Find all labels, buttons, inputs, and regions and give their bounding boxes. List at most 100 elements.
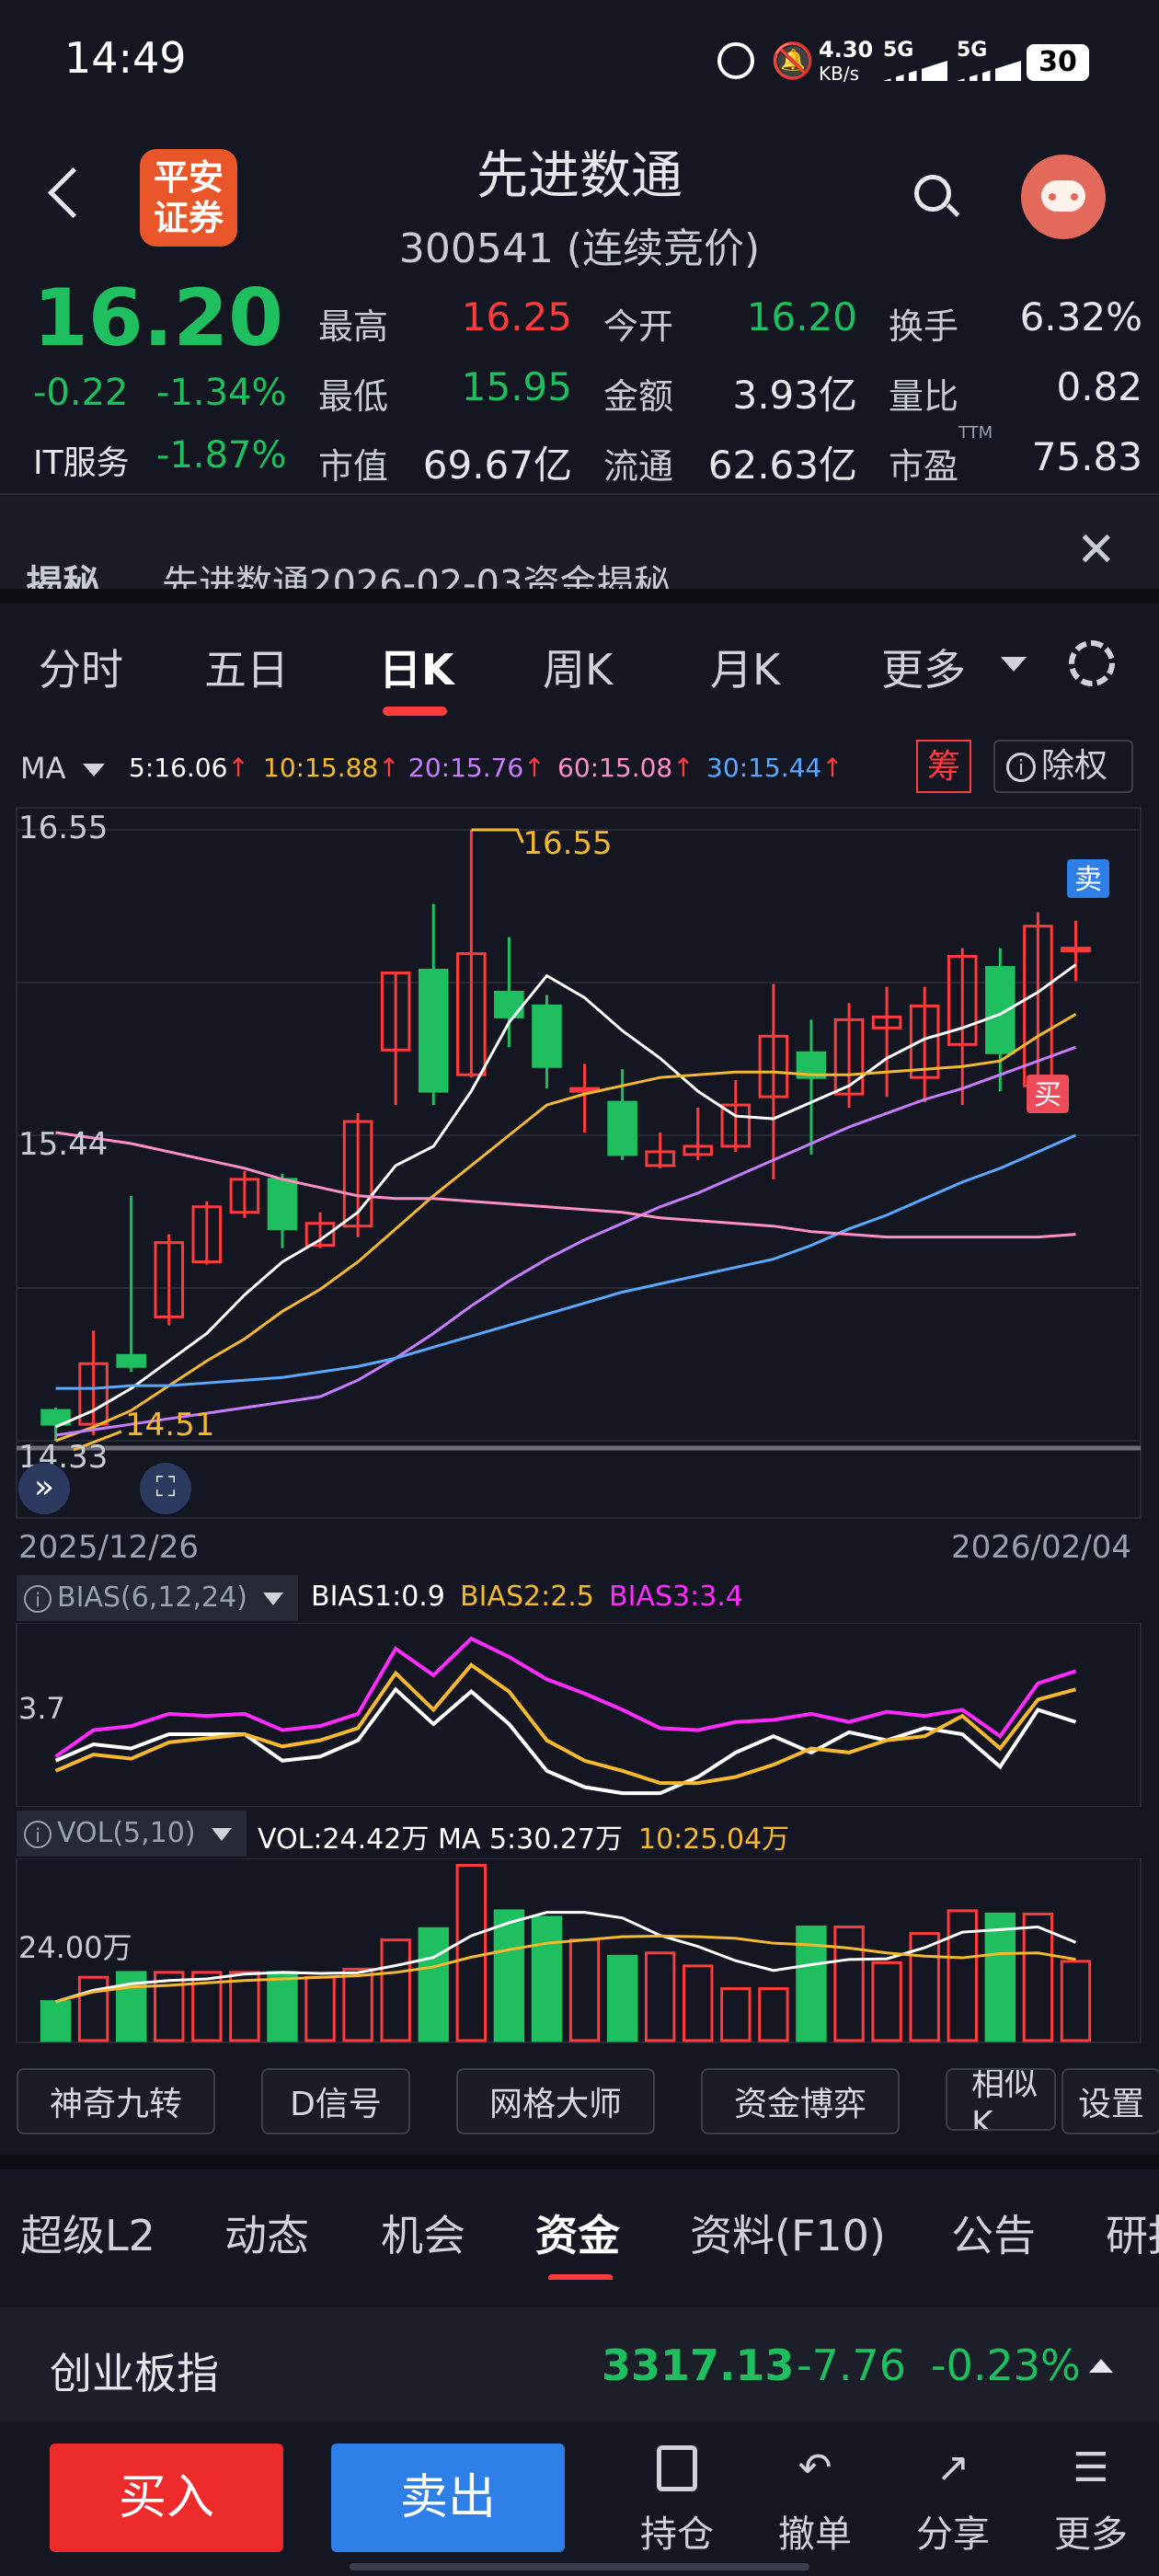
tab-five-day[interactable]: 五日 — [204, 645, 289, 695]
last-price: 16.20 — [33, 272, 284, 364]
tab-monthly-k[interactable]: 月K — [710, 645, 781, 695]
volume-bar — [77, 1975, 109, 2042]
volume-bar — [833, 1926, 865, 2042]
kline-chart[interactable]: 16.55 14.51 卖买 — [0, 806, 1159, 1533]
ma-selector[interactable]: MA — [20, 751, 105, 786]
adjust-button[interactable]: i 除权 — [993, 740, 1133, 793]
share-button[interactable]: ↗ 分享 — [907, 2445, 999, 2565]
chip-button[interactable]: 筹 — [916, 740, 971, 793]
amount-value: 3.93亿 — [732, 373, 857, 418]
status-time: 14:49 — [64, 33, 187, 83]
sell-tag: 卖 — [1067, 859, 1109, 898]
tab-more[interactable]: 更多 — [881, 645, 966, 695]
open-value: 16.20 — [746, 294, 857, 339]
ma30-value: 30:15.44↑ — [706, 753, 843, 783]
cancel-order-label: 撤单 — [778, 2513, 852, 2556]
info-banner[interactable]: 揭秘 先进数通2026-02-03资金揭秘 ✕ — [0, 493, 1159, 605]
cancel-order-button[interactable]: ↶ 撤单 — [769, 2445, 861, 2565]
volume-bar — [229, 1971, 260, 2042]
search-icon[interactable] — [914, 175, 960, 221]
pe-label: 市盈 — [889, 446, 959, 487]
bias-line-BIAS3 — [54, 1636, 1077, 1758]
caret-down-icon — [212, 1827, 233, 1841]
chevron-up-icon[interactable] — [1089, 2359, 1113, 2373]
volume-bar — [947, 1909, 978, 2042]
vol-selector[interactable]: i VOL(5,10) — [17, 1811, 247, 1857]
fullscreen-icon[interactable]: ⛶ — [140, 1463, 191, 1514]
turnover-value: 6.32% — [1019, 294, 1142, 339]
svg-text:买: 买 — [1034, 1079, 1061, 1111]
buy-button[interactable]: 买入 — [50, 2444, 283, 2552]
float-value: 62.63亿 — [707, 443, 857, 488]
ma-line-30 — [55, 1133, 1077, 1390]
candle-body — [40, 1409, 71, 1426]
tool-button-grid-master[interactable]: 网格大师 — [456, 2068, 655, 2134]
more-label: 更多 — [1054, 2513, 1128, 2556]
tool-button-similar-k[interactable]: 相似K — [946, 2068, 1056, 2131]
info-tab-l2[interactable]: 超级L2 — [20, 2211, 155, 2260]
tab-weekly-k[interactable]: 周K — [543, 645, 614, 695]
open-label: 今开 — [603, 306, 674, 347]
tab-daily-k[interactable]: 日K — [379, 645, 454, 695]
tab-intraday[interactable]: 分时 — [39, 645, 123, 695]
candle-body — [78, 1362, 109, 1426]
chart-frame — [16, 807, 1142, 1519]
candle-body — [304, 1222, 336, 1248]
info-icon: i — [24, 1820, 52, 1848]
tool-button-d-signal[interactable]: D信号 — [261, 2068, 410, 2134]
volume-chart[interactable] — [0, 1858, 1159, 2044]
index-name: 创业板指 — [50, 2349, 219, 2398]
settings-button[interactable]: 设置 — [1061, 2068, 1159, 2134]
vol-ma10-value: 10:25.04万 — [638, 1823, 790, 1856]
candle-body — [720, 1103, 752, 1148]
info-tab-reports[interactable]: 研报 — [1106, 2211, 1159, 2260]
index-bar[interactable]: 创业板指 3317.13 -7.76 -0.23% — [0, 2307, 1159, 2421]
holdings-label: 持仓 — [640, 2513, 714, 2556]
bias1-value: BIAS1:0.9 — [311, 1581, 445, 1613]
index-pct: -0.23% — [931, 2340, 1081, 2390]
ma60-value: 60:15.08↑ — [557, 753, 694, 783]
low-marker-label: 14.51 — [125, 1407, 214, 1443]
date-start: 2025/12/26 — [18, 1529, 199, 1566]
bias-line-BIAS1 — [54, 1686, 1077, 1796]
tool-button-fund-game[interactable]: 资金博弈 — [701, 2068, 900, 2134]
ma-line-10 — [55, 1013, 1077, 1443]
info-tab-chances[interactable]: 机会 — [381, 2211, 465, 2260]
sector-name[interactable]: IT服务 — [33, 444, 130, 482]
volume-bar — [984, 1912, 1016, 2042]
info-tab-funds[interactable]: 资金 — [535, 2211, 620, 2260]
close-icon[interactable]: ✕ — [1076, 523, 1117, 578]
expand-icon[interactable]: » — [18, 1463, 70, 1514]
chevron-down-icon[interactable] — [1001, 657, 1027, 672]
menu-icon: ☰ — [1073, 2444, 1109, 2491]
bias-selector[interactable]: i BIAS(6,12,24) — [17, 1575, 298, 1621]
holdings-button[interactable]: 持仓 — [631, 2445, 723, 2565]
signal-icon-1 — [883, 61, 947, 81]
back-icon[interactable] — [47, 167, 99, 219]
high-marker-line — [471, 828, 524, 844]
mktcap-label: 市值 — [318, 446, 389, 487]
sell-button[interactable]: 卖出 — [331, 2444, 565, 2552]
avatar[interactable] — [1021, 155, 1106, 239]
volume-bar — [304, 1975, 336, 2042]
volume-bar — [720, 1987, 752, 2042]
adjust-label: 除权 — [1041, 747, 1108, 785]
info-tab-announcements[interactable]: 公告 — [951, 2211, 1036, 2260]
tool-bar: 神奇九转 D信号 网格大师 资金博弈 相似K 设置 — [0, 2057, 1159, 2158]
ma60-text: 60:15.08 — [557, 753, 673, 783]
candle-body — [645, 1150, 675, 1167]
candle-body — [532, 1004, 562, 1068]
candle-body — [418, 969, 449, 1093]
high-value: 16.25 — [461, 294, 572, 339]
bias-chart[interactable] — [0, 1623, 1159, 1807]
gear-icon[interactable] — [1069, 640, 1115, 686]
candle-body — [758, 1034, 789, 1098]
more-button[interactable]: ☰ 更多 — [1045, 2445, 1137, 2565]
buy-tag: 买 — [1027, 1075, 1069, 1113]
info-tab-news[interactable]: 动态 — [224, 2211, 309, 2260]
info-tab-f10[interactable]: 资料(F10) — [690, 2211, 886, 2260]
price-change: -0.22 — [33, 372, 129, 414]
share-icon: ↗ — [935, 2444, 970, 2491]
tool-button-nine-turn[interactable]: 神奇九转 — [17, 2068, 215, 2134]
period-tabs: 分时 五日 日K 周K 月K 更多 — [0, 604, 1159, 723]
